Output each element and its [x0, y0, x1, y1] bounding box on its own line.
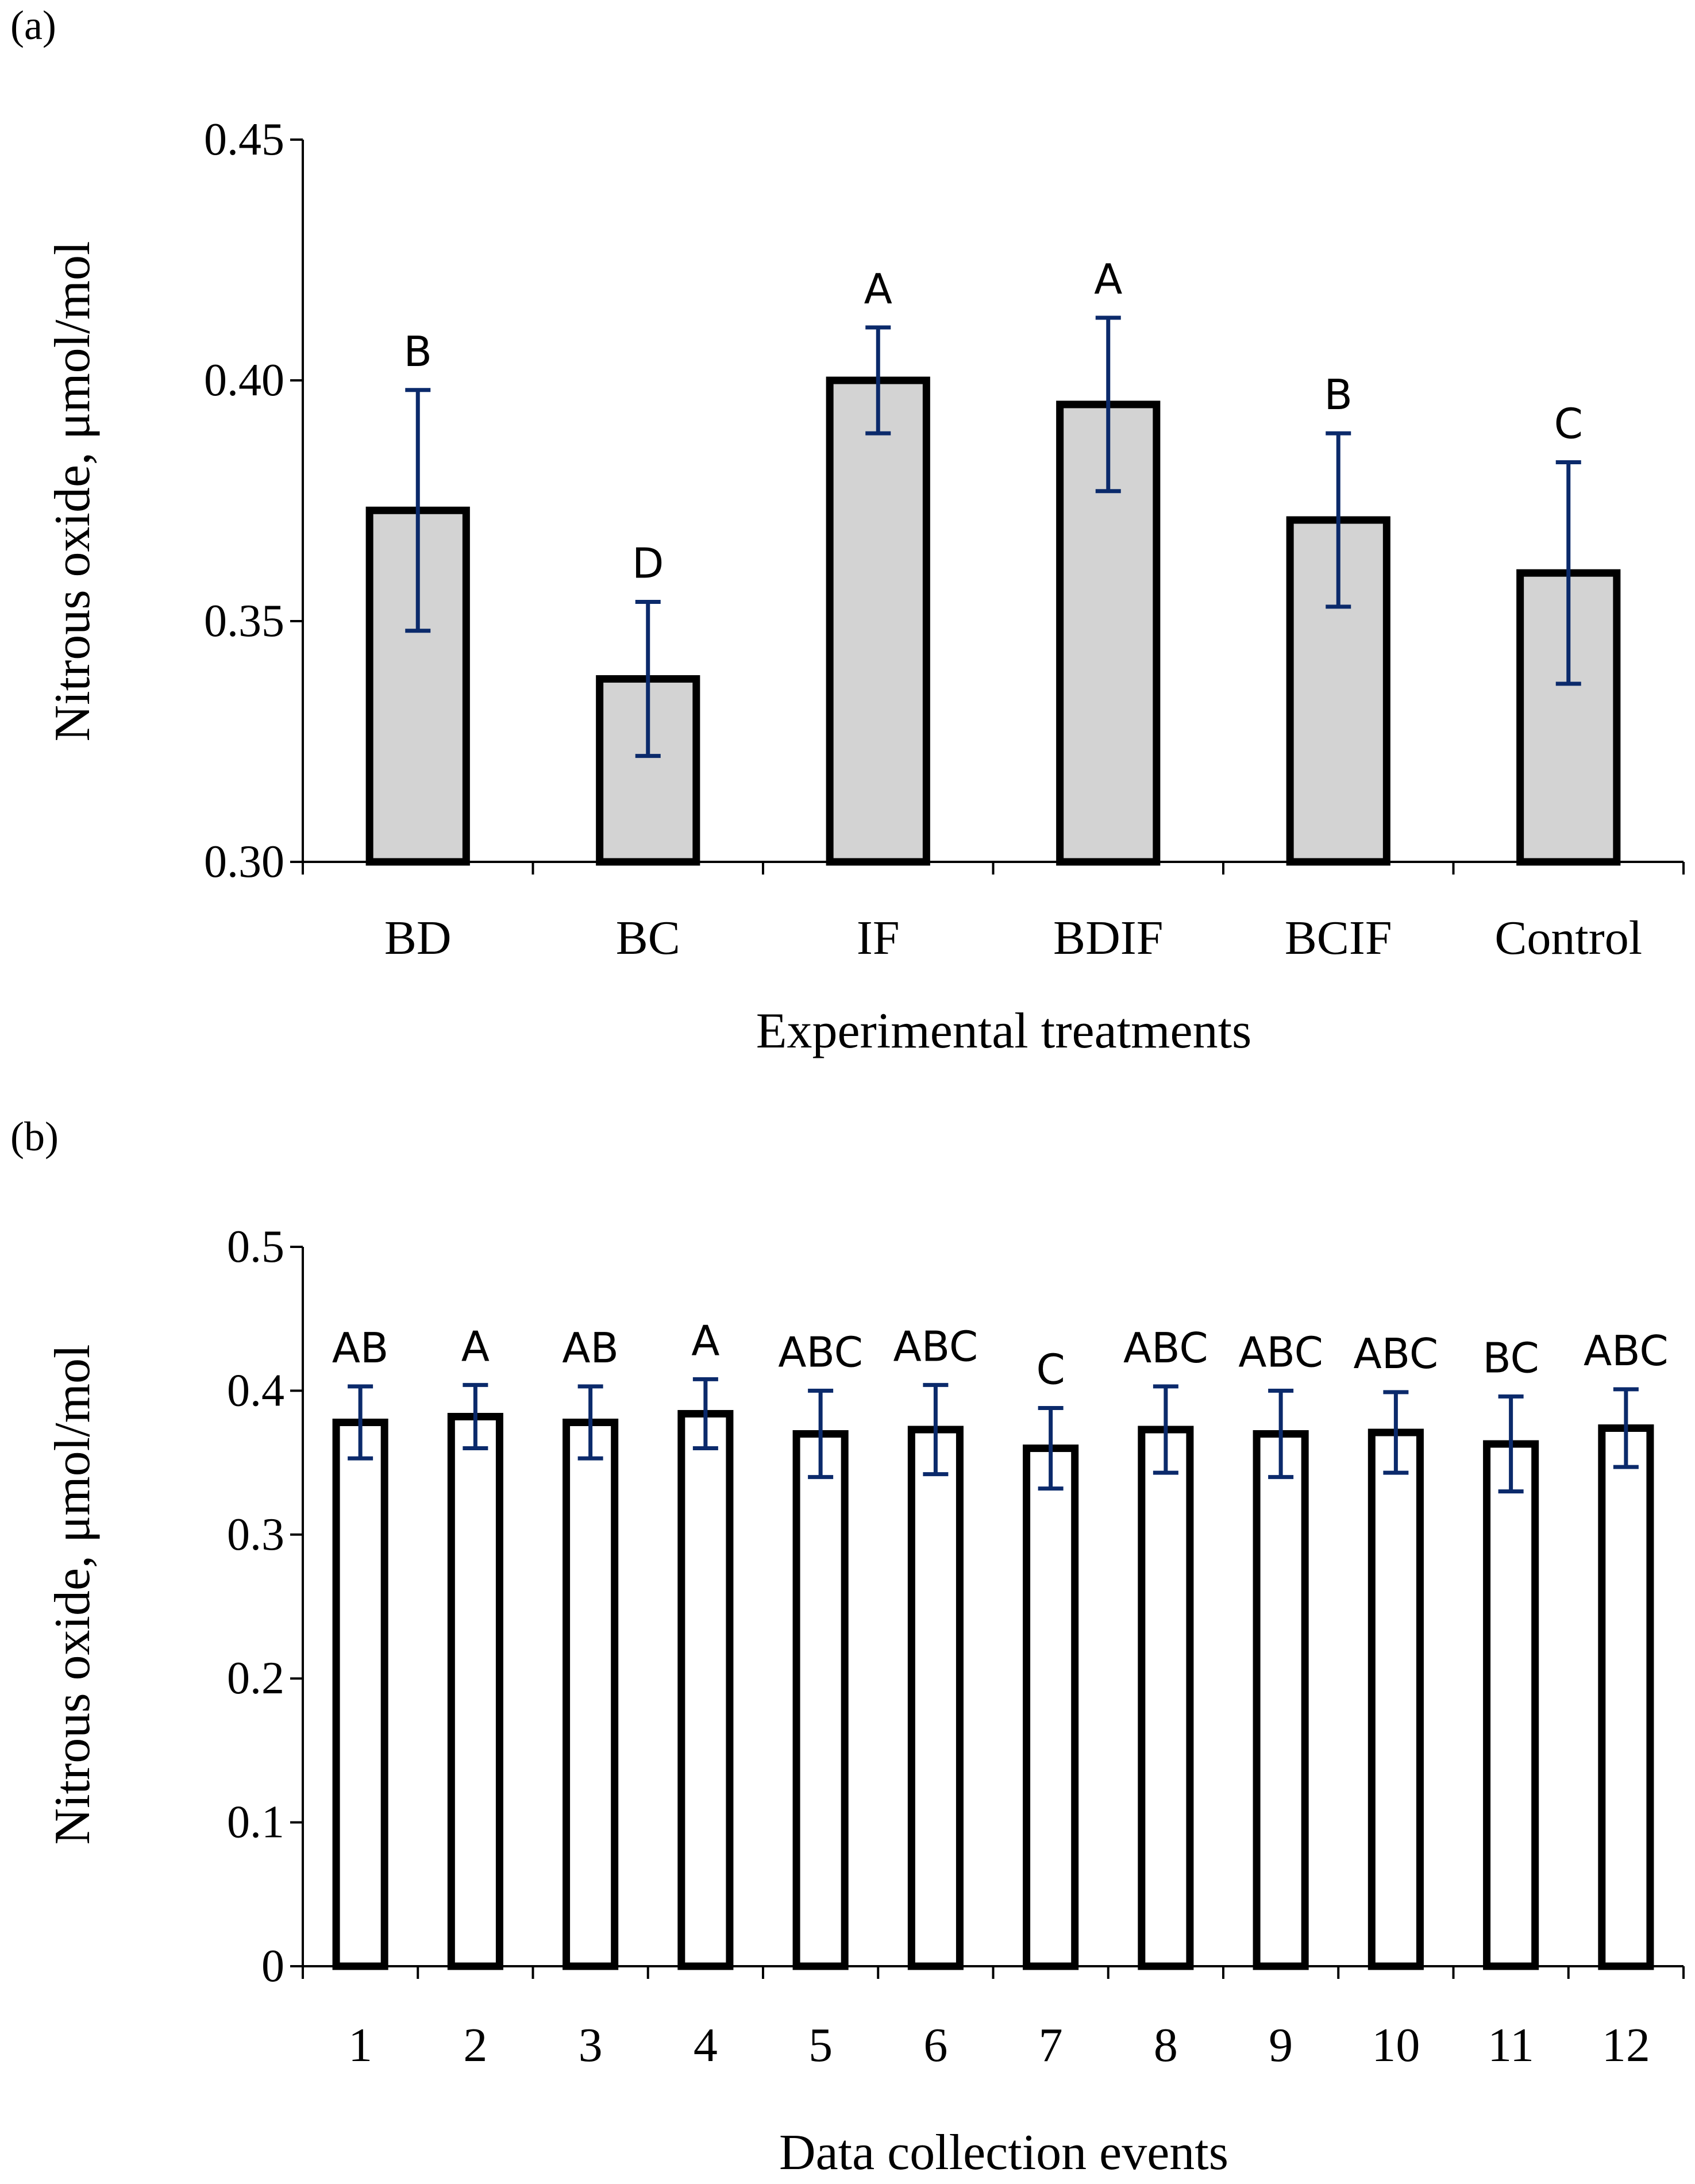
panel-b-x-axis-title: Data collection events: [779, 2125, 1228, 2181]
x-tick-label: 5: [808, 2019, 833, 2072]
panel-a-significance-letters: B D A A B C: [404, 255, 1583, 587]
panel-b-x-tick-labels: 1 2 3 4 5 6 7 8 9 10 11 12: [348, 2019, 1650, 2072]
significance-letter: A: [1094, 255, 1122, 303]
significance-letter: ABC: [893, 1322, 979, 1370]
panel-a-axes: [290, 138, 1685, 875]
panel-a-x-axis-title: Experimental treatments: [756, 1003, 1252, 1059]
panel-a-y-tick-labels: 0.30 0.35 0.40 0.45: [204, 114, 284, 887]
significance-letter: C: [1554, 399, 1583, 448]
bar: [365, 506, 470, 866]
significance-letter: AB: [332, 1324, 389, 1372]
significance-letter: ABC: [1354, 1330, 1439, 1378]
y-tick-label: 0.35: [204, 596, 284, 646]
significance-letter: AB: [562, 1324, 619, 1372]
significance-letter: ABC: [778, 1328, 863, 1376]
bar: [447, 1412, 503, 1970]
panel-b-bar-chart: (b) Nitrous oxide, μmol/mol AB A AB A ABC ABC…: [10, 1114, 1685, 2181]
bar: [332, 1418, 388, 1970]
y-tick-label: 0.30: [204, 837, 284, 887]
bar: [1023, 1445, 1079, 1970]
panel-b-y-tick-labels: 0 0.1 0.2 0.3 0.4 0.5: [227, 1222, 284, 1992]
panel-a-y-axis-title: Nitrous oxide, μmol/mol: [45, 241, 101, 742]
significance-letter: ABC: [1123, 1324, 1208, 1372]
bar: [907, 1426, 964, 1970]
panel-b-y-axis-title: Nitrous oxide, μmol/mol: [45, 1345, 101, 1845]
y-tick-label: 0.5: [227, 1222, 284, 1272]
panel-b-axes: [290, 1246, 1685, 1979]
x-tick-label: 9: [1269, 2019, 1293, 2072]
panel-b-significance-letters: AB A AB A ABC ABC C ABC ABC ABC BC ABC: [332, 1316, 1669, 1393]
significance-letter: C: [1036, 1345, 1065, 1393]
significance-letter: B: [1324, 371, 1353, 419]
bar: [677, 1409, 734, 1970]
x-tick-label: 11: [1488, 2019, 1534, 2072]
bar: [1138, 1426, 1194, 1970]
bar: [1598, 1424, 1654, 1970]
y-tick-label: 0.1: [227, 1797, 284, 1848]
significance-letter: A: [864, 265, 892, 313]
panel-b-error-bars: [348, 1377, 1639, 1494]
x-tick-label: 8: [1154, 2019, 1178, 2072]
bar: [1367, 1428, 1424, 1970]
x-tick-label: 4: [694, 2019, 718, 2072]
y-tick-label: 0.3: [227, 1509, 284, 1560]
x-tick-label: BCIF: [1285, 911, 1392, 965]
x-tick-label: 7: [1039, 2019, 1063, 2072]
panel-a-bar-chart: (a) Nitrous oxide, μmol/mol BDA ABC BD BC I…: [10, 2, 1685, 1059]
x-tick-label: IF: [857, 911, 900, 965]
x-tick-label: 6: [923, 2019, 947, 2072]
x-tick-label: 3: [579, 2019, 603, 2072]
y-tick-label: 0.4: [227, 1365, 284, 1416]
x-tick-label: BC: [616, 911, 680, 965]
significance-letter: D: [632, 539, 664, 587]
bar: [1253, 1430, 1309, 1970]
significance-letter: A: [461, 1322, 490, 1370]
x-tick-label: BDIF: [1053, 911, 1163, 965]
y-tick-label: 0.40: [204, 355, 284, 406]
significance-letter: ABC: [1584, 1327, 1669, 1375]
panel-a-label: (a): [10, 2, 56, 48]
x-tick-label: 2: [463, 2019, 487, 2072]
panel-b-label: (b): [10, 1114, 59, 1160]
panel-a-error-bars: [405, 315, 1581, 758]
x-tick-label: 1: [348, 2019, 372, 2072]
y-tick-label: 0.2: [227, 1653, 284, 1704]
bar: [563, 1418, 619, 1970]
bar: [826, 376, 930, 866]
x-tick-label: 12: [1602, 2019, 1650, 2072]
significance-letter: B: [404, 328, 432, 376]
significance-letter: A: [691, 1316, 719, 1365]
significance-letter: BC: [1482, 1334, 1539, 1382]
bar: [792, 1430, 849, 1970]
x-tick-label: Control: [1494, 911, 1642, 965]
significance-letter: ABC: [1238, 1328, 1323, 1376]
y-tick-label: 0.45: [204, 114, 284, 165]
x-tick-label: BD: [384, 911, 452, 965]
panel-a-x-tick-labels: BD BC IF BDIF BCIF Control: [384, 911, 1642, 965]
y-tick-label: 0: [261, 1941, 284, 1992]
panel-b-bars: [332, 1409, 1654, 1970]
panel-a-bars: [365, 376, 1621, 866]
x-tick-label: 10: [1372, 2019, 1420, 2072]
bar: [1483, 1440, 1539, 1970]
